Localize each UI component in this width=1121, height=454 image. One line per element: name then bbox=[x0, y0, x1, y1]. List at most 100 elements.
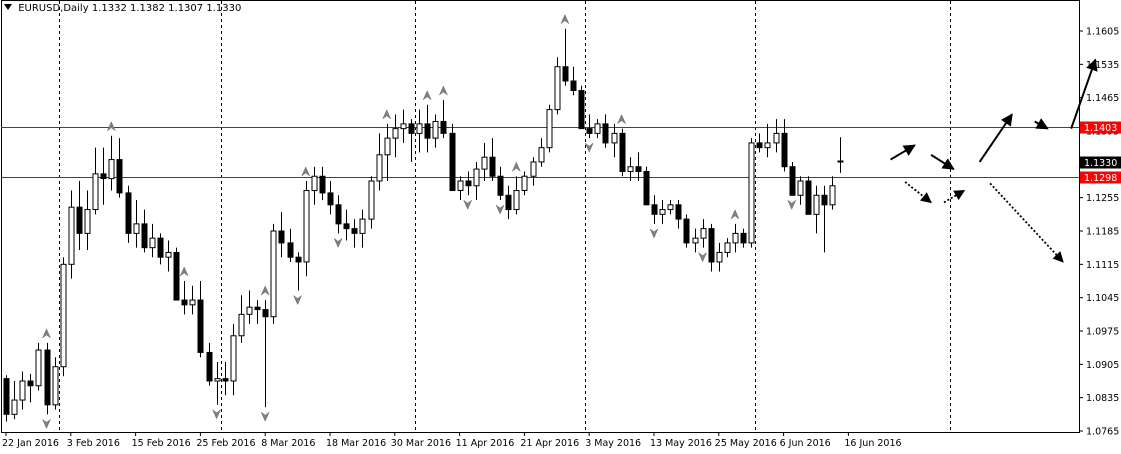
candle[interactable] bbox=[473, 161, 480, 201]
candle[interactable] bbox=[35, 342, 42, 391]
candle[interactable] bbox=[497, 166, 504, 201]
candle[interactable] bbox=[659, 200, 666, 224]
collapse-triangle-icon[interactable] bbox=[4, 4, 12, 10]
projection-arrow-dotted[interactable] bbox=[989, 182, 1064, 263]
candle[interactable] bbox=[683, 214, 690, 248]
candle[interactable] bbox=[416, 109, 423, 153]
candle[interactable] bbox=[773, 119, 780, 153]
candle[interactable] bbox=[465, 171, 472, 196]
candle[interactable] bbox=[76, 181, 83, 251]
candle[interactable] bbox=[100, 147, 107, 205]
candle[interactable] bbox=[481, 142, 488, 181]
candle[interactable] bbox=[716, 242, 723, 272]
candle[interactable] bbox=[457, 176, 464, 201]
candle[interactable] bbox=[797, 176, 804, 205]
candle[interactable] bbox=[149, 223, 156, 258]
candle[interactable] bbox=[133, 200, 140, 248]
projection-arrow-solid[interactable] bbox=[930, 153, 955, 170]
candle[interactable] bbox=[602, 114, 609, 148]
candle[interactable] bbox=[724, 238, 731, 258]
candle[interactable] bbox=[27, 373, 34, 403]
candle[interactable] bbox=[708, 223, 715, 272]
candle[interactable] bbox=[692, 228, 699, 253]
candle[interactable] bbox=[748, 138, 755, 248]
candle[interactable] bbox=[756, 133, 763, 153]
candle[interactable] bbox=[432, 114, 439, 148]
candle[interactable] bbox=[813, 185, 820, 234]
candle[interactable] bbox=[449, 123, 456, 192]
candle[interactable] bbox=[116, 138, 123, 198]
candle[interactable] bbox=[84, 190, 91, 251]
candle[interactable] bbox=[829, 176, 836, 210]
candle[interactable] bbox=[578, 85, 585, 130]
candle[interactable] bbox=[764, 123, 771, 158]
candle[interactable] bbox=[376, 133, 383, 191]
candle[interactable] bbox=[246, 290, 253, 324]
candle[interactable] bbox=[270, 223, 277, 324]
candle[interactable] bbox=[52, 357, 59, 410]
candle[interactable] bbox=[408, 119, 415, 162]
candle[interactable] bbox=[319, 166, 326, 201]
candle[interactable] bbox=[538, 138, 545, 167]
candle[interactable] bbox=[222, 361, 229, 396]
candle[interactable] bbox=[489, 138, 496, 181]
candle[interactable] bbox=[521, 171, 528, 196]
candle[interactable] bbox=[546, 104, 553, 153]
candle[interactable] bbox=[295, 252, 302, 291]
candle[interactable] bbox=[643, 166, 650, 206]
candle[interactable] bbox=[732, 223, 739, 253]
candle[interactable] bbox=[805, 176, 812, 215]
candle[interactable] bbox=[586, 114, 593, 139]
candle[interactable] bbox=[141, 209, 148, 253]
candle[interactable] bbox=[238, 295, 245, 343]
candle[interactable] bbox=[303, 181, 310, 277]
candle[interactable] bbox=[562, 28, 569, 86]
projection-arrow-solid[interactable] bbox=[978, 113, 1013, 163]
candle[interactable] bbox=[278, 211, 285, 258]
candle[interactable] bbox=[400, 109, 407, 143]
candle[interactable] bbox=[327, 181, 334, 215]
candle[interactable] bbox=[384, 123, 391, 181]
candle[interactable] bbox=[125, 185, 132, 243]
candle[interactable] bbox=[287, 228, 294, 262]
candle[interactable] bbox=[262, 300, 269, 408]
candle[interactable] bbox=[700, 219, 707, 248]
candle[interactable] bbox=[424, 104, 431, 153]
candle[interactable] bbox=[60, 257, 67, 377]
candle[interactable] bbox=[740, 228, 747, 248]
candle[interactable] bbox=[197, 281, 204, 358]
candle[interactable] bbox=[440, 100, 447, 139]
candle[interactable] bbox=[619, 128, 626, 177]
candle[interactable] bbox=[781, 119, 788, 172]
candle[interactable] bbox=[44, 342, 51, 415]
candle[interactable] bbox=[594, 119, 601, 139]
candle[interactable] bbox=[92, 147, 99, 215]
candle[interactable] bbox=[351, 219, 358, 248]
candle[interactable] bbox=[3, 375, 10, 422]
candle[interactable] bbox=[165, 240, 172, 272]
candle[interactable] bbox=[206, 342, 213, 386]
candle[interactable] bbox=[214, 361, 221, 405]
candle[interactable] bbox=[335, 195, 342, 234]
projection-arrow-solid[interactable] bbox=[1070, 58, 1098, 129]
candle[interactable] bbox=[635, 152, 642, 181]
candle[interactable] bbox=[554, 57, 561, 115]
projection-arrow-dotted[interactable] bbox=[904, 181, 932, 204]
projection-arrow-solid[interactable] bbox=[1034, 118, 1049, 130]
candle[interactable] bbox=[570, 66, 577, 96]
candle[interactable] bbox=[530, 157, 537, 186]
candle[interactable] bbox=[311, 166, 318, 205]
candle[interactable] bbox=[19, 371, 26, 410]
candle[interactable] bbox=[821, 185, 828, 253]
candle[interactable] bbox=[513, 176, 520, 215]
candle[interactable] bbox=[230, 323, 237, 396]
candle[interactable] bbox=[173, 247, 180, 301]
candle[interactable] bbox=[157, 233, 164, 265]
candle[interactable] bbox=[789, 161, 796, 196]
candle[interactable] bbox=[651, 195, 658, 224]
candle[interactable] bbox=[189, 285, 196, 315]
candle[interactable] bbox=[675, 200, 682, 229]
candle[interactable] bbox=[108, 135, 115, 191]
projection-arrow-dotted[interactable] bbox=[943, 189, 966, 204]
